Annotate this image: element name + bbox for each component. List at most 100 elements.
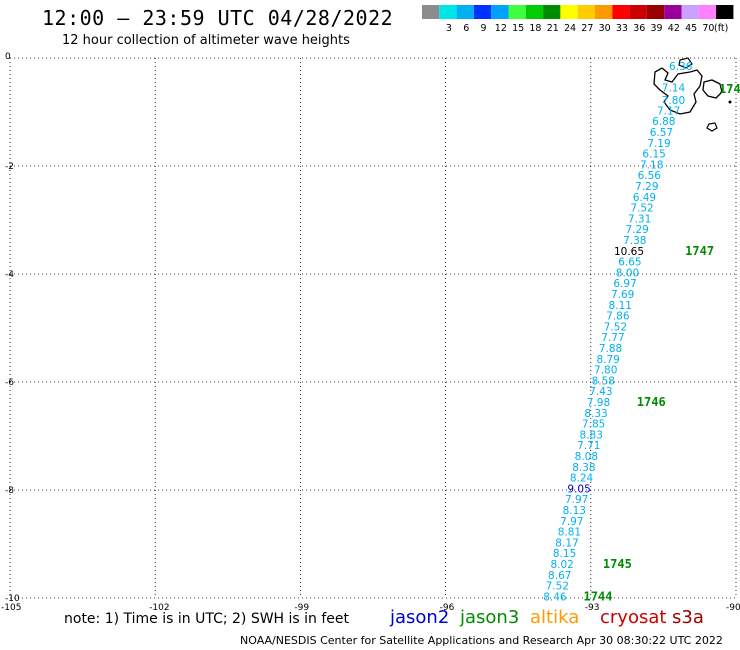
swh-value: 8.24 <box>570 473 594 485</box>
legend-swatch <box>439 5 457 19</box>
swh-value: 7.52 <box>604 321 627 333</box>
axis-ticks: -105 -102 -99 -96 -93 -90 0 -2 -4 -6 -8 -10 <box>1 52 740 613</box>
legend-label: 15 <box>512 23 524 34</box>
galapagos-coastline <box>653 57 732 132</box>
y-tick-label: -8 <box>5 486 14 496</box>
y-tick-label: -6 <box>5 378 14 388</box>
legend-swatch <box>422 5 440 19</box>
chart-subtitle: 12 hour collection of altimeter wave hei… <box>62 33 350 48</box>
legend-unit: (ft) <box>714 23 728 34</box>
legend-swatch <box>491 5 509 19</box>
swh-value: 8.15 <box>553 548 576 560</box>
pass-time-label: 1747 <box>685 244 714 258</box>
y-tick-label: -10 <box>5 594 20 604</box>
swh-value: 8.08 <box>575 451 598 463</box>
swh-value: 8.02 <box>550 559 573 571</box>
legend-label: 9 <box>481 23 487 34</box>
legend-label: 42 <box>668 23 680 34</box>
x-tick-label: -93 <box>585 603 600 613</box>
swh-value: 9.05 <box>567 483 590 495</box>
legend-label: 36 <box>633 23 645 34</box>
swh-value: 6.57 <box>650 127 673 139</box>
swh-value: 7.97 <box>560 516 583 528</box>
swh-value: 8.67 <box>548 570 571 582</box>
legend-label: 18 <box>529 23 541 34</box>
color-legend: 3 6 9 12 15 18 21 24 27 30 33 36 39 42 45 70 (ft) <box>422 5 734 34</box>
swh-value: 7.43 <box>589 386 612 398</box>
swh-value: 6.15 <box>642 149 665 161</box>
satellite-s3a: s3a <box>672 607 704 628</box>
satellite-cryosat: cryosat <box>600 607 667 628</box>
swh-value: 7.77 <box>601 332 624 344</box>
time-labels: 1748 1747 1746 1745 1744 <box>584 82 740 604</box>
credit-footer: NOAA/NESDIS Center for Satellite Applica… <box>240 634 723 647</box>
swh-value: 8.13 <box>563 505 586 517</box>
swh-value: 7.29 <box>635 181 658 193</box>
legend-label: 27 <box>581 23 593 34</box>
swh-value: 7.38 <box>623 235 646 247</box>
swh-value: 7.97 <box>565 494 588 506</box>
swh-value: 6.49 <box>633 192 656 204</box>
swh-value: 7.31 <box>628 213 651 225</box>
legend-swatch <box>698 5 717 19</box>
swh-value: 8.33 <box>584 408 607 420</box>
swh-value: 8.46 <box>543 591 567 603</box>
swh-value: 8.83 <box>580 429 603 441</box>
swh-value: 7.86 <box>606 311 630 323</box>
legend-label: 21 <box>547 23 559 34</box>
swh-value: 8.17 <box>555 537 578 549</box>
swh-value: 7.69 <box>611 289 634 301</box>
legend-swatch <box>716 5 734 19</box>
y-tick-label: 0 <box>5 52 11 62</box>
swh-value: 8.58 <box>592 375 615 387</box>
swh-value: 6.36 <box>669 61 693 73</box>
legend-label: 12 <box>495 23 507 34</box>
legend-label: 39 <box>651 23 663 34</box>
swh-value: 8.11 <box>609 300 632 312</box>
legend-label: 3 <box>446 23 452 34</box>
swh-value: 8.00 <box>616 267 639 279</box>
legend-swatch <box>456 5 474 19</box>
satellite-jason2: jason2 <box>390 607 450 628</box>
legend-label: 24 <box>564 23 576 34</box>
legend-swatch <box>612 5 630 19</box>
satellite-jason3: jason3 <box>460 607 520 628</box>
pass-time-label: 1744 <box>584 589 613 603</box>
pass-time-label: 1748 <box>719 82 740 96</box>
units-note: note: 1) Time is in UTC; 2) SWH is in fe… <box>64 611 350 627</box>
pass-time-label: 1746 <box>637 395 666 409</box>
satellite-altika: altika <box>530 607 580 628</box>
swh-value: 6.97 <box>613 278 636 290</box>
legend-swatch <box>473 5 492 19</box>
swh-value: 7.71 <box>577 440 600 452</box>
swh-value: 8.79 <box>596 354 619 366</box>
island-small-north <box>678 57 693 69</box>
y-tick-label: -4 <box>5 270 14 280</box>
swh-value: 7.29 <box>625 224 648 236</box>
legend-swatch <box>681 5 699 19</box>
x-tick-label: -105 <box>1 603 21 613</box>
x-tick-label: -102 <box>149 603 169 613</box>
island-santa-cruz <box>702 79 723 99</box>
swh-value: 8.81 <box>558 527 581 539</box>
swh-value: 8.38 <box>572 462 595 474</box>
island-floreana <box>706 122 718 132</box>
legend-swatch <box>560 5 578 19</box>
legend-swatch <box>577 5 595 19</box>
legend-swatch <box>543 5 561 19</box>
swh-value: 6.65 <box>618 257 641 269</box>
swh-value: 7.18 <box>640 159 663 171</box>
swh-value: 7.80 <box>594 365 617 377</box>
swh-value: 7.52 <box>546 581 569 593</box>
swh-value: 7.17 <box>657 105 680 117</box>
island-isabela <box>653 67 703 115</box>
x-tick-label: -96 <box>440 603 455 613</box>
swh-value: 7.85 <box>582 419 605 431</box>
legend-label: 30 <box>599 23 611 34</box>
legend-label: 45 <box>685 23 697 34</box>
pass-time-label: 1745 <box>603 557 632 571</box>
legend-label: 33 <box>616 23 628 34</box>
legend-swatch <box>646 5 665 19</box>
grid-lines <box>9 57 737 599</box>
